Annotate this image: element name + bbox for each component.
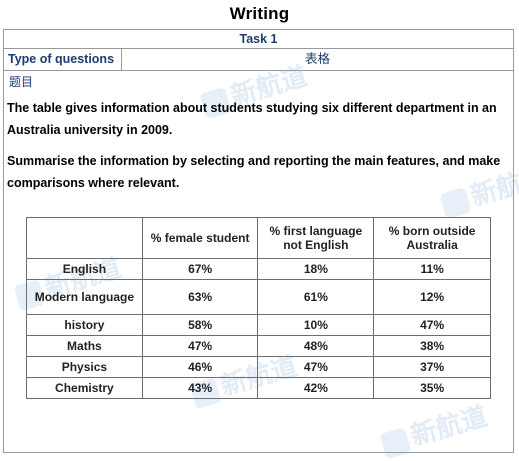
task-header: Task 1	[4, 30, 513, 49]
table-cell: 48%	[257, 335, 375, 357]
header-cell	[26, 217, 143, 259]
prompt-text: The table gives information about studen…	[7, 101, 497, 137]
table-cell: 18%	[257, 258, 375, 280]
divider	[121, 48, 122, 70]
table-cell: 37%	[373, 356, 491, 378]
table-cell: 11%	[373, 258, 491, 280]
table-cell: 63%	[141, 279, 259, 315]
row-label: Chemistry	[26, 377, 143, 399]
table-cell: 35%	[373, 377, 491, 399]
row-label: history	[26, 314, 143, 336]
table-cell: 58%	[141, 314, 259, 336]
table-row: Maths 47% 48% 38%	[26, 335, 491, 357]
type-value: 表格	[304, 52, 330, 66]
header-cell: % female student	[141, 217, 259, 259]
section-label: 题目	[9, 75, 34, 89]
table-row: history 58% 10% 47%	[26, 314, 491, 336]
page-title: Writing	[229, 4, 290, 23]
table-cell: 61%	[257, 279, 375, 315]
table-cell: 12%	[373, 279, 491, 315]
row-label: Physics	[26, 356, 143, 378]
header-cell: % first language not English	[257, 217, 375, 259]
data-table: % female student % first language not En…	[26, 217, 491, 399]
table-row: English 67% 18% 11%	[26, 258, 491, 280]
table-cell: 67%	[141, 258, 259, 280]
type-label: Type of questions	[8, 52, 115, 66]
table-cell: 38%	[373, 335, 491, 357]
table-cell: 46%	[141, 356, 259, 378]
table-cell: 47%	[373, 314, 491, 336]
table-cell: 47%	[257, 356, 375, 378]
table-header-row: % female student % first language not En…	[26, 217, 491, 259]
type-row: Type of questions 表格	[4, 48, 513, 71]
header-cell: % born outside Australia	[373, 217, 491, 259]
row-label: English	[26, 258, 143, 280]
instruction-text: Summarise the information by selecting a…	[7, 154, 501, 190]
table-cell: 43%	[141, 377, 259, 399]
table-cell: 47%	[141, 335, 259, 357]
row-label: Modern language	[26, 279, 143, 315]
table-row: Chemistry 43% 42% 35%	[26, 377, 491, 399]
table-row: Modern language 63% 61% 12%	[26, 279, 491, 315]
table-row: Physics 46% 47% 37%	[26, 356, 491, 378]
table-cell: 10%	[257, 314, 375, 336]
table-cell: 42%	[257, 377, 375, 399]
task-frame: Task 1 Type of questions 表格 题目	[3, 29, 514, 453]
row-label: Maths	[26, 335, 143, 357]
